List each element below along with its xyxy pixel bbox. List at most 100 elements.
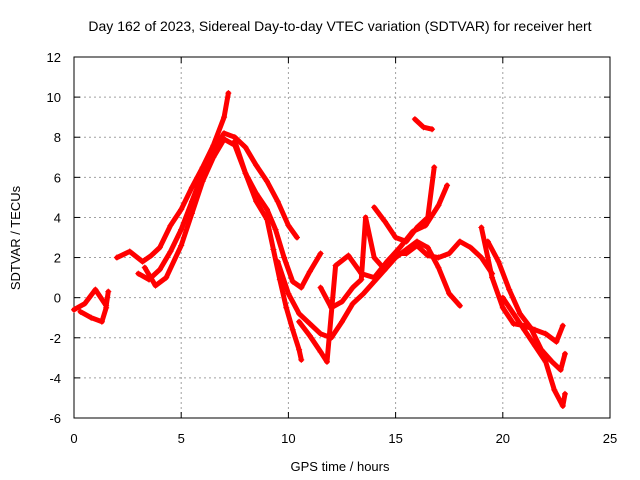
data-point-marker — [156, 266, 163, 273]
data-point-marker — [178, 242, 185, 249]
data-point-marker — [221, 114, 228, 121]
data-point-marker — [296, 318, 303, 325]
data-point-marker — [499, 294, 506, 301]
data-point-marker — [542, 330, 549, 337]
data-point-marker — [141, 264, 148, 271]
x-tick-label: 5 — [178, 431, 185, 446]
series-trace — [77, 305, 109, 325]
series-trace — [500, 295, 568, 409]
series-arc-1 — [71, 286, 112, 313]
data-point-marker — [231, 138, 238, 145]
data-point-marker — [263, 216, 270, 223]
data-point-marker — [414, 242, 421, 249]
data-point-marker — [221, 130, 228, 137]
data-point-marker — [188, 210, 195, 217]
data-point-marker — [126, 248, 133, 255]
data-point-marker — [317, 284, 324, 291]
data-point-marker — [360, 290, 367, 297]
data-point-marker — [345, 252, 352, 259]
data-point-marker — [551, 386, 558, 393]
data-point-marker — [414, 224, 421, 231]
series-trace — [71, 287, 111, 313]
data-point-marker — [167, 222, 174, 229]
data-point-marker — [178, 206, 185, 213]
data-point-marker — [510, 320, 517, 327]
data-point-marker — [283, 304, 290, 311]
data-point-marker — [371, 274, 378, 281]
data-point-marker — [424, 214, 431, 221]
data-point-marker — [167, 248, 174, 255]
data-point-marker — [113, 254, 120, 261]
series-trace — [275, 239, 463, 341]
data-point-marker — [306, 268, 313, 275]
y-tick-label: 6 — [54, 170, 61, 185]
data-point-marker — [467, 244, 474, 251]
data-point-marker — [435, 202, 442, 209]
data-point-marker — [349, 284, 356, 291]
data-point-marker — [289, 326, 296, 333]
data-point-marker — [88, 314, 95, 321]
data-point-marker — [429, 126, 436, 133]
data-point-marker — [435, 264, 442, 271]
data-point-marker — [381, 266, 388, 273]
data-point-marker — [274, 258, 281, 265]
data-point-marker — [559, 402, 566, 409]
y-tick-label: 8 — [54, 130, 61, 145]
data-point-marker — [71, 306, 77, 313]
series-arc-3 — [113, 90, 232, 265]
data-point-marker — [424, 244, 431, 251]
series-trace — [296, 182, 450, 365]
data-point-marker — [188, 184, 195, 191]
data-series — [71, 90, 568, 409]
data-point-marker — [358, 276, 365, 283]
data-point-marker — [210, 154, 217, 161]
y-tick-label: -4 — [49, 371, 61, 386]
data-point-marker — [306, 332, 313, 339]
y-axis-label: SDTVAR / TECUs — [8, 185, 23, 290]
y-tick-label: 4 — [54, 210, 61, 225]
data-point-marker — [403, 250, 410, 257]
data-point-marker — [105, 288, 112, 295]
data-point-marker — [306, 320, 313, 327]
data-point-marker — [263, 178, 270, 185]
data-point-marker — [349, 300, 356, 307]
series-arc-13 — [484, 238, 568, 373]
data-point-marker — [139, 258, 146, 265]
data-point-marker — [77, 308, 84, 315]
data-point-marker — [478, 224, 485, 231]
data-point-marker — [516, 310, 523, 317]
x-tick-label: 25 — [603, 431, 617, 446]
series-arc-6 — [231, 138, 305, 363]
data-point-marker — [289, 278, 296, 285]
data-point-marker — [527, 324, 534, 331]
data-point-marker — [557, 366, 564, 373]
data-point-marker — [81, 300, 88, 307]
series-arc-14 — [499, 294, 568, 409]
data-point-marker — [253, 162, 260, 169]
data-point-marker — [531, 342, 538, 349]
data-point-marker — [156, 244, 163, 251]
data-point-marker — [296, 346, 303, 353]
data-point-marker — [553, 338, 560, 345]
data-point-marker — [456, 238, 463, 245]
y-tick-label: 0 — [54, 291, 61, 306]
data-point-marker — [332, 262, 339, 269]
data-point-marker — [424, 252, 431, 259]
series-trace — [371, 164, 437, 244]
data-point-marker — [506, 286, 513, 293]
data-point-marker — [339, 298, 345, 305]
series-arc-8 — [296, 182, 451, 365]
series-trace — [232, 138, 304, 363]
data-point-marker — [381, 218, 388, 225]
chart-title: Day 162 of 2023, Sidereal Day-to-day VTE… — [88, 18, 591, 34]
x-tick-label: 10 — [281, 431, 295, 446]
series-arc-5 — [141, 136, 324, 291]
data-point-marker — [148, 252, 155, 259]
x-tick-label: 15 — [388, 431, 402, 446]
series-trace — [318, 214, 495, 311]
data-point-marker — [549, 358, 556, 365]
data-point-marker — [242, 170, 249, 177]
y-tick-label: -2 — [49, 331, 61, 346]
data-point-marker — [317, 330, 324, 337]
data-point-marker — [521, 326, 528, 333]
